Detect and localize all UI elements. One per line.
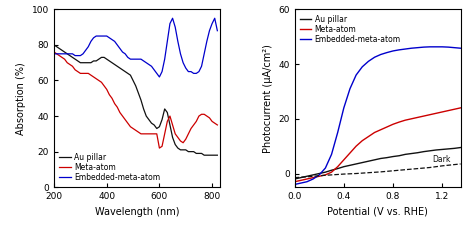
Legend: Au pillar, Meta-atom, Embedded-meta-atom: Au pillar, Meta-atom, Embedded-meta-atom (58, 151, 162, 183)
X-axis label: Potential (V vs. RHE): Potential (V vs. RHE) (327, 207, 428, 217)
Y-axis label: Absorption (%): Absorption (%) (16, 62, 26, 135)
Text: Dark: Dark (432, 155, 451, 164)
Legend: Au pillar, Meta-atom, Embedded-meta-atom: Au pillar, Meta-atom, Embedded-meta-atom (298, 13, 402, 46)
X-axis label: Wavelength (nm): Wavelength (nm) (95, 207, 179, 217)
Y-axis label: Photocurrent (μA/cm²): Photocurrent (μA/cm²) (263, 44, 273, 153)
